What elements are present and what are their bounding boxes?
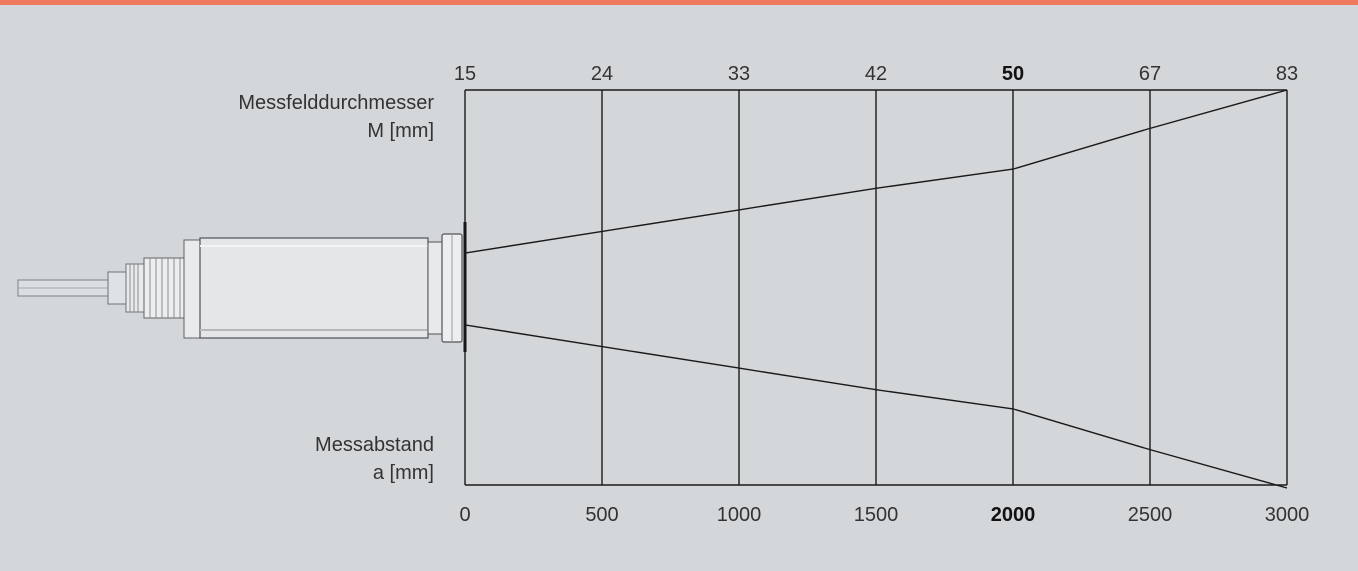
sensor-front-nut — [427, 233, 463, 343]
sensor-housing — [183, 237, 429, 339]
distance-tick-label: 3000 — [1265, 504, 1310, 526]
spot-diameter-tick-label: 24 — [591, 63, 613, 85]
chart-grid — [464, 89, 1288, 486]
sensor-cable — [17, 279, 119, 297]
spot-diameter-tick-label: 83 — [1276, 63, 1298, 85]
sensor-connector — [107, 257, 185, 319]
distance-tick-label: 2500 — [1128, 504, 1173, 526]
distance-label: Messabstand a [mm] — [315, 431, 434, 487]
distance-tick-label: 2000 — [991, 504, 1036, 526]
spot-diameter-tick-label: 15 — [454, 63, 476, 85]
beam-outline — [464, 89, 1288, 489]
sensor-illustration — [17, 222, 467, 352]
spot-diameter-tick-label: 67 — [1139, 63, 1161, 85]
distance-tick-label: 0 — [459, 504, 470, 526]
spot-diameter-tick-label: 33 — [728, 63, 750, 85]
accent-bar — [0, 0, 1358, 5]
spot-diameter-label-line2: M [mm] — [367, 120, 434, 142]
beam-upper-edge — [464, 89, 1288, 254]
distance-label-line1: Messabstand — [315, 434, 434, 456]
spot-diameter-tick-label: 42 — [865, 63, 887, 85]
spot-diameter-label-line1: Messfelddurchmesser — [238, 92, 434, 114]
distance-ticks: 0 500 1000 1500 2000 2500 3000 — [459, 504, 1309, 526]
spot-diameter-ticks: 15 24 33 42 50 67 83 — [454, 63, 1298, 85]
distance-tick-label: 1000 — [717, 504, 762, 526]
distance-tick-label: 1500 — [854, 504, 899, 526]
spot-diameter-label: Messfelddurchmesser M [mm] — [238, 89, 434, 145]
distance-tick-label: 500 — [585, 504, 618, 526]
beam-lower-edge — [464, 324, 1288, 489]
distance-label-line2: a [mm] — [372, 462, 434, 484]
spot-diameter-tick-label: 50 — [1002, 63, 1024, 85]
